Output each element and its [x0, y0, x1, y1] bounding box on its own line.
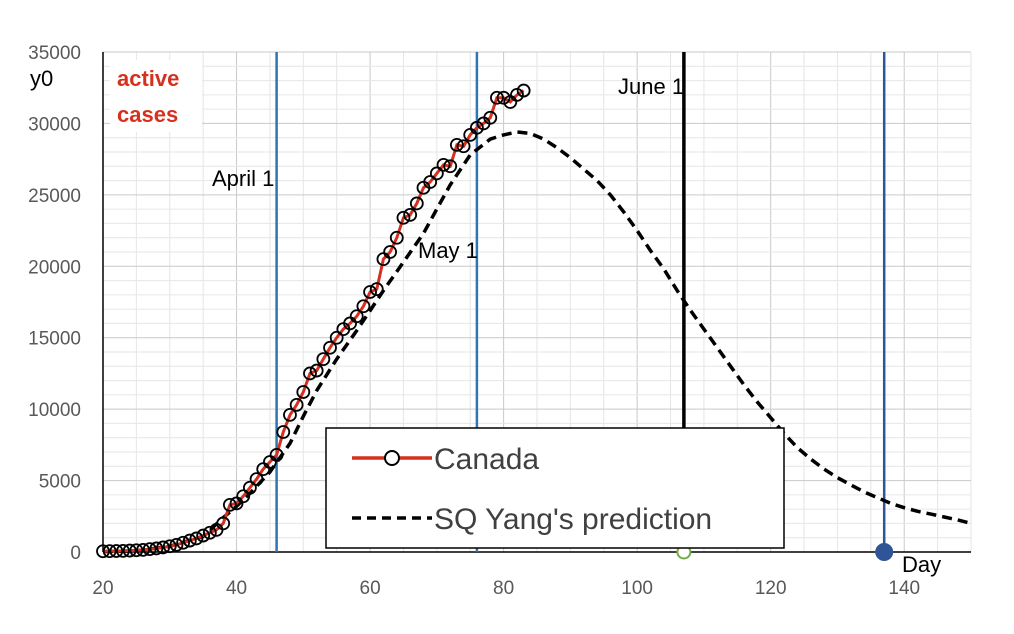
legend-prediction-label: SQ Yang's prediction [434, 503, 712, 536]
canada-point [176, 535, 191, 550]
canada-point [436, 157, 451, 172]
canada-point [423, 175, 438, 189]
canada-point [449, 137, 464, 152]
x-tick-label: 120 [755, 578, 787, 599]
active-cases-label: active [117, 66, 179, 91]
canada-point [490, 90, 504, 105]
canada-point [323, 340, 337, 355]
canada-point [196, 528, 211, 543]
x-axis-title: Day [902, 552, 941, 577]
canada-point [289, 397, 304, 412]
canada-point [383, 245, 398, 259]
canada-point [202, 525, 217, 540]
y-tick-label: 5000 [39, 472, 81, 493]
canada-point [269, 447, 284, 462]
legend-box [325, 427, 785, 549]
legend: Canada SQ Yang's prediction [325, 427, 785, 549]
canada-point [162, 539, 177, 554]
x-tick-label: 80 [493, 578, 514, 599]
y-tick-label: 10000 [28, 400, 81, 421]
active-cases-label: cases [117, 102, 178, 127]
canada-point [329, 330, 344, 345]
canada-point [96, 544, 110, 559]
canada-line [102, 89, 525, 553]
canada-point [122, 543, 137, 558]
canada-point [189, 531, 204, 546]
prediction-line [102, 130, 972, 554]
canada-point [102, 544, 117, 559]
canada-point [349, 309, 364, 324]
vertical-line-label: June 1 [618, 74, 684, 99]
canada-point [456, 139, 471, 154]
canada-point [389, 230, 404, 245]
canada-point [296, 385, 311, 399]
canada-point [356, 299, 371, 314]
x-tick-label: 60 [360, 578, 381, 599]
y-tick-label: 0 [70, 543, 81, 564]
canada-point [483, 110, 498, 125]
y-tick-label: 25000 [28, 186, 81, 207]
canada-point [409, 196, 424, 211]
x-tick-label: 20 [92, 578, 113, 599]
x-tick-label: 40 [226, 578, 247, 599]
canada-point [443, 159, 458, 174]
annotations: active cases y0 Day April 1 May 1 June 1 [30, 60, 941, 577]
canada-point [236, 489, 251, 504]
canada-point [303, 366, 317, 381]
x-tick-label: 140 [888, 578, 920, 599]
canada-point [429, 166, 444, 181]
x-tick-label: 100 [621, 578, 653, 599]
tick-labels: 0 5000 10000 15000 20000 25000 30000 35000 20 40 6… [28, 43, 920, 599]
canada-point [109, 544, 124, 558]
canada-point [283, 407, 297, 422]
y-tick-label: 35000 [28, 43, 81, 64]
canada-point [403, 207, 418, 222]
canada-point [182, 533, 197, 548]
y-tick-label: 15000 [28, 329, 81, 350]
canada-point [136, 542, 150, 557]
canada-point [276, 425, 291, 439]
canada-point [116, 543, 130, 558]
canada-point [242, 480, 257, 495]
active-cases-background [110, 60, 202, 132]
canada-point [216, 516, 231, 531]
filled-axis-marker [875, 543, 894, 561]
y-axis-title: y0 [30, 66, 53, 91]
y-tick-label: 20000 [28, 257, 81, 278]
canada-point [516, 83, 531, 98]
legend-canada-marker [384, 450, 400, 466]
y-tick-label: 30000 [28, 114, 81, 135]
canada-point [129, 543, 144, 558]
canada-point [142, 542, 157, 557]
canada-point [222, 497, 237, 512]
canada-point [309, 363, 324, 378]
vertical-line-label: May 1 [418, 238, 478, 263]
canada-point [249, 472, 264, 487]
canada-point [149, 541, 164, 556]
canada-point [169, 537, 184, 552]
canada-point [156, 540, 170, 555]
legend-canada-label: Canada [434, 443, 539, 476]
canada-point [396, 210, 411, 225]
canada-point [363, 285, 377, 299]
series [96, 83, 972, 559]
canada-point [316, 352, 331, 367]
vertical-line-label: April 1 [212, 166, 274, 191]
canada-point [369, 282, 384, 297]
